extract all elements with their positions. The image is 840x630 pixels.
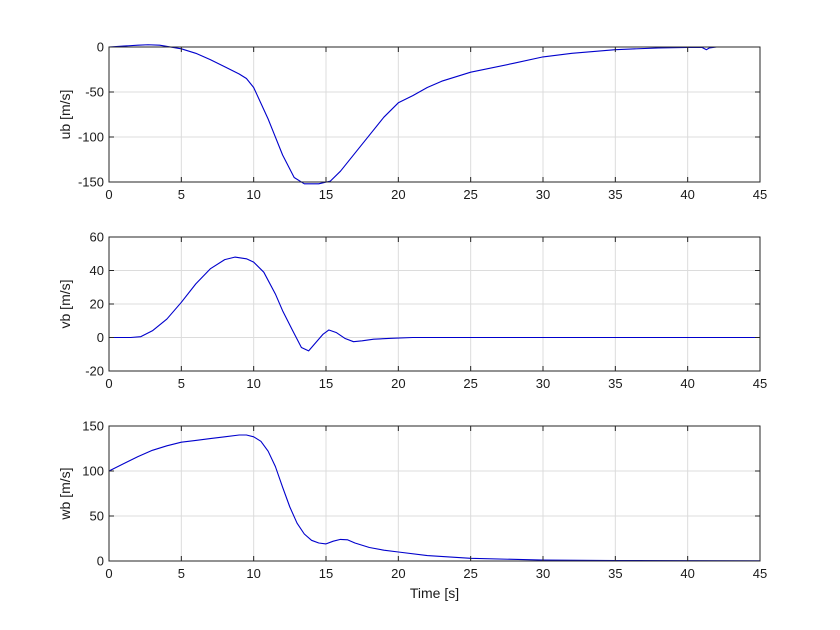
x-tick-label: 10 xyxy=(246,376,260,391)
y-tick-label: 60 xyxy=(90,230,104,245)
x-tick-label: 10 xyxy=(246,566,260,581)
axes-box xyxy=(108,425,761,562)
y-axis-label: vb [m/s] xyxy=(57,279,73,328)
plot-area xyxy=(109,426,760,561)
series-line xyxy=(109,256,760,352)
x-tick-label: 15 xyxy=(319,566,333,581)
x-tick-label: 0 xyxy=(105,566,112,581)
x-tick-label: 45 xyxy=(753,376,767,391)
y-tick-label: -150 xyxy=(78,175,104,190)
x-tick-label: 20 xyxy=(391,376,405,391)
x-tick-label: 45 xyxy=(753,187,767,202)
x-tick-label: 35 xyxy=(608,376,622,391)
x-tick-label: 20 xyxy=(391,187,405,202)
x-tick-label: 30 xyxy=(536,566,550,581)
y-tick-label: 20 xyxy=(90,297,104,312)
x-axis-label: Time [s] xyxy=(410,585,459,601)
x-tick-label: 20 xyxy=(391,566,405,581)
x-tick-label: 25 xyxy=(463,187,477,202)
y-tick-label: 50 xyxy=(90,509,104,524)
x-tick-label: 35 xyxy=(608,187,622,202)
x-tick-label: 40 xyxy=(680,187,694,202)
x-tick-label: 40 xyxy=(680,376,694,391)
x-tick-label: 30 xyxy=(536,187,550,202)
x-tick-label: 5 xyxy=(178,187,185,202)
x-tick-label: 40 xyxy=(680,566,694,581)
series-line xyxy=(108,434,761,562)
y-tick-label: 0 xyxy=(97,330,104,345)
series-line xyxy=(108,44,760,185)
y-axis-label: ub [m/s] xyxy=(57,90,73,140)
axes-box xyxy=(108,46,761,183)
x-tick-label: 25 xyxy=(463,376,477,391)
subplot-1: 0 5 10 15 20 25 30 35 40 45 -150 -100 -50 0 ub [m/s] xyxy=(57,40,767,203)
y-tick-label: 0 xyxy=(97,554,104,569)
x-tick-label: 25 xyxy=(463,566,477,581)
x-tick-label: 0 xyxy=(105,376,112,391)
x-tick-label: 15 xyxy=(319,376,333,391)
x-tick-label: 10 xyxy=(246,187,260,202)
y-tick-label: -100 xyxy=(78,130,104,145)
x-tick-label: 5 xyxy=(178,376,185,391)
y-tick-label: 0 xyxy=(97,40,104,55)
x-tick-label: 45 xyxy=(753,566,767,581)
y-tick-label: -20 xyxy=(85,364,104,379)
x-tick-label: 15 xyxy=(319,187,333,202)
plot-area xyxy=(109,47,760,182)
x-tick-label: 30 xyxy=(536,376,550,391)
y-axis-label: wb [m/s] xyxy=(57,467,73,520)
y-tick-label: 150 xyxy=(82,419,104,434)
subplot-3: 0 5 10 15 20 25 30 35 40 45 0 50 100 150 wb [m/s] Time … xyxy=(57,419,767,602)
x-tick-label: 35 xyxy=(608,566,622,581)
y-tick-label: 100 xyxy=(82,464,104,479)
y-tick-label: 40 xyxy=(90,263,104,278)
x-tick-label: 5 xyxy=(178,566,185,581)
x-tick-label: 0 xyxy=(105,187,112,202)
y-tick-label: -50 xyxy=(85,85,104,100)
